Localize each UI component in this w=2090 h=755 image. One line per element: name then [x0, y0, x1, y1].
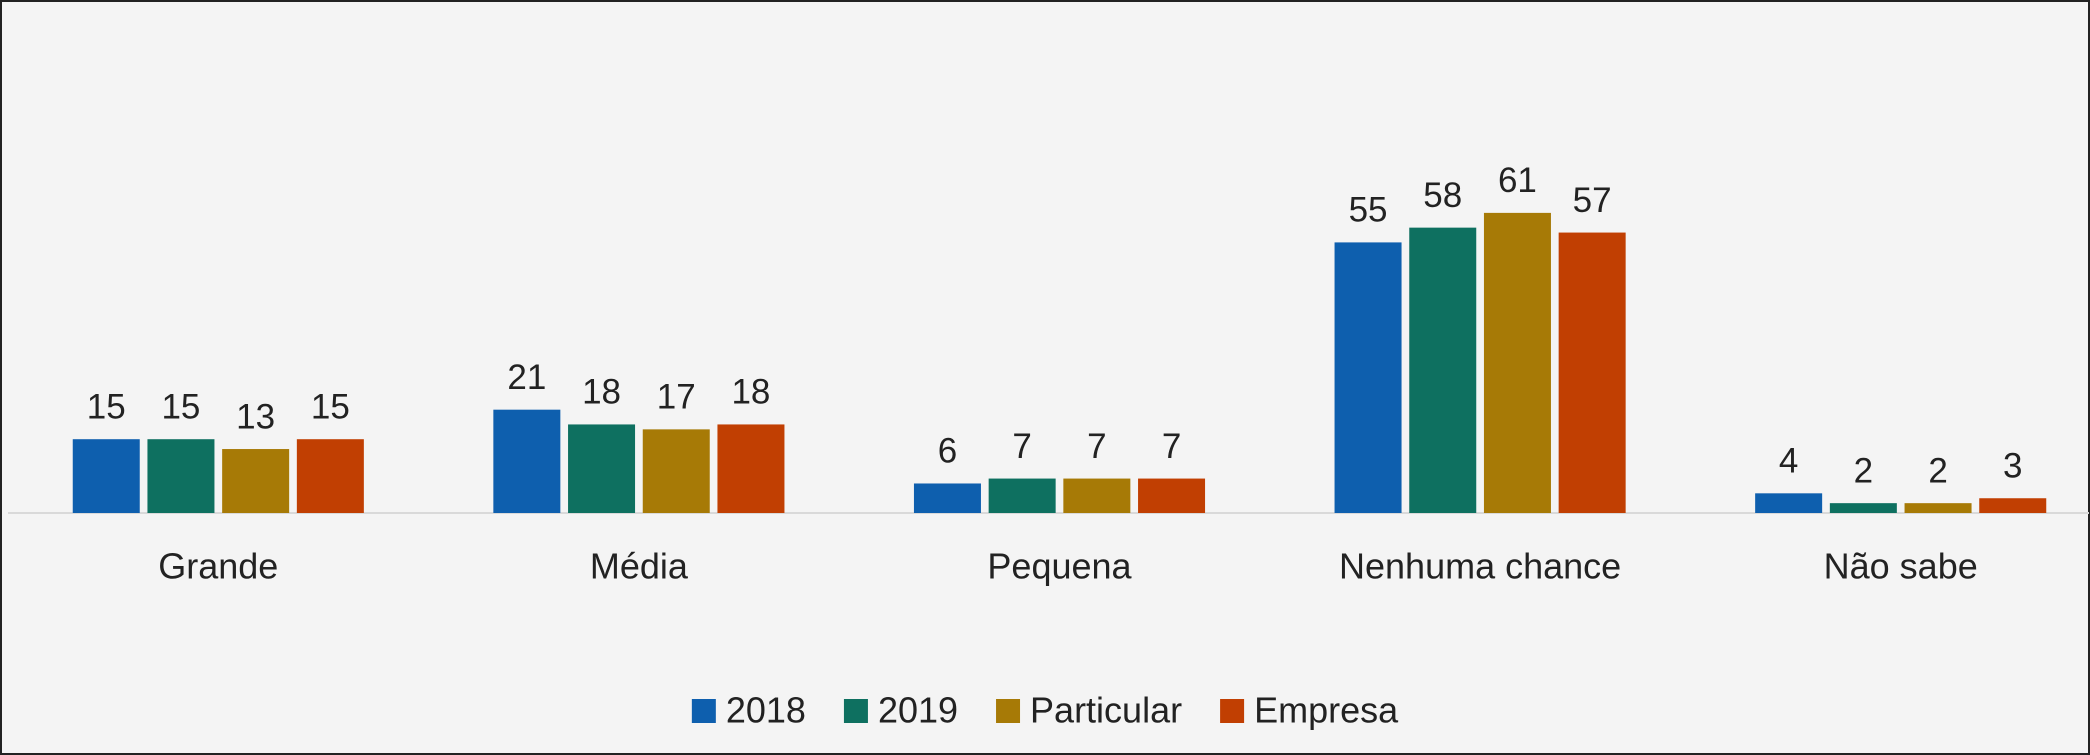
legend-item: 2018 — [691, 690, 806, 731]
value-label: 15 — [161, 387, 200, 426]
legend-label: Empresa — [1254, 690, 1399, 731]
bar — [493, 409, 561, 513]
bar — [147, 439, 215, 513]
value-label: 18 — [582, 373, 621, 412]
value-label: 3 — [2003, 446, 2022, 485]
bar — [1904, 503, 1972, 513]
x-tick-label: Nenhuma chance — [1339, 546, 1621, 587]
bar — [913, 483, 981, 513]
legend-swatch — [691, 699, 716, 723]
value-label: 4 — [1779, 442, 1798, 481]
bar — [568, 424, 636, 513]
value-label: 13 — [236, 397, 275, 436]
value-label: 2 — [1928, 451, 1947, 490]
bar — [72, 439, 140, 513]
value-label: 7 — [1087, 427, 1106, 466]
legend-item: Empresa — [1220, 690, 1399, 731]
bar — [1063, 478, 1131, 513]
x-tick-label: Não sabe — [1824, 546, 1978, 587]
legend-swatch — [996, 699, 1021, 723]
bar — [1138, 478, 1206, 513]
bar — [988, 478, 1056, 513]
value-label: 15 — [87, 387, 126, 426]
value-label: 55 — [1349, 191, 1388, 230]
bar — [1558, 232, 1626, 513]
bar — [1979, 498, 2047, 513]
bar — [1829, 503, 1897, 513]
bar — [642, 429, 710, 513]
bar — [296, 439, 364, 513]
bar — [717, 424, 785, 513]
value-label: 7 — [1162, 427, 1181, 466]
bar — [1755, 493, 1823, 513]
value-label: 58 — [1423, 176, 1462, 215]
bar — [222, 449, 290, 513]
value-label: 6 — [938, 432, 957, 471]
bar — [1483, 212, 1551, 513]
bar — [1334, 242, 1402, 513]
bar — [1409, 227, 1477, 513]
legend-label: Particular — [1030, 690, 1182, 731]
legend-item: 2019 — [843, 690, 958, 731]
legend-item: Particular — [996, 690, 1182, 731]
value-label: 15 — [311, 387, 350, 426]
value-label: 21 — [507, 358, 546, 397]
value-label: 7 — [1012, 427, 1031, 466]
value-label: 18 — [731, 373, 770, 412]
legend-swatch — [843, 699, 868, 723]
value-label: 61 — [1498, 161, 1537, 200]
legend: 2018 2019 Particular Empresa — [691, 690, 1399, 731]
value-label: 2 — [1854, 451, 1873, 490]
x-tick-label: Média — [590, 546, 689, 587]
x-tick-label: Pequena — [987, 546, 1132, 587]
legend-swatch — [1220, 699, 1245, 723]
value-label: 57 — [1573, 181, 1612, 220]
value-label: 17 — [657, 378, 696, 417]
plot-area: Grande 15 15 13 15 Média 21 18 17 18 Pequena 6 7 7 7 Ne… — [8, 161, 2089, 587]
x-tick-label: Grande — [158, 546, 278, 587]
legend-label: 2018 — [726, 690, 806, 731]
legend-label: 2019 — [878, 690, 958, 731]
